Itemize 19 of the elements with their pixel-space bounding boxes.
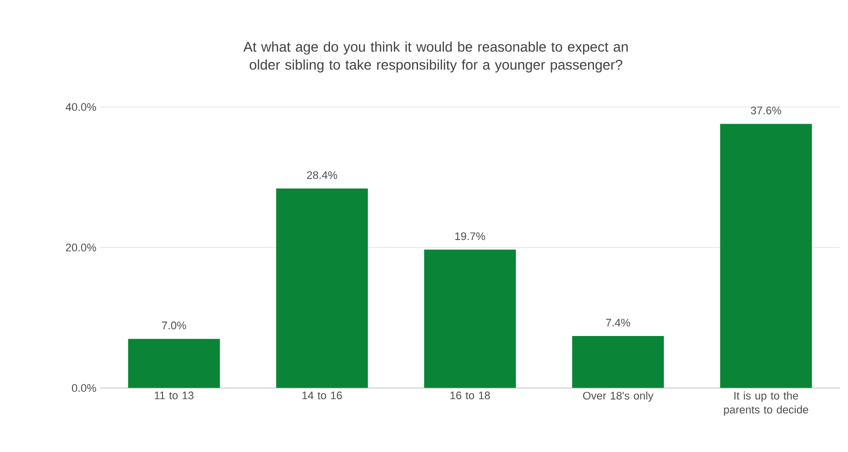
x-tick-label: It is up to the parents to decide bbox=[724, 392, 808, 416]
data-label: 7.0% bbox=[162, 322, 186, 330]
bar bbox=[424, 250, 516, 388]
bar bbox=[720, 124, 812, 388]
data-label: 28.4% bbox=[307, 171, 338, 179]
data-label: 37.6% bbox=[750, 106, 782, 114]
chart-title: At what age do you think it would be reasonable to expect an older sibling to take responsibility for a younger passenger? bbox=[243, 42, 628, 72]
x-tick-label: 16 to 18 bbox=[450, 392, 490, 400]
y-tick-label: 40.0% bbox=[66, 103, 96, 111]
bar bbox=[572, 336, 664, 388]
x-tick-label: 11 to 13 bbox=[154, 392, 194, 400]
x-tick-label: 14 to 16 bbox=[302, 392, 342, 400]
x-tick-label: Over 18's only bbox=[583, 392, 654, 402]
bar bbox=[128, 338, 220, 388]
y-tick-label: 0.0% bbox=[72, 384, 96, 392]
y-tick-label: 20.0% bbox=[66, 244, 96, 252]
bar bbox=[276, 188, 368, 388]
data-label: 7.4% bbox=[606, 318, 630, 326]
data-label: 19.7% bbox=[455, 232, 486, 240]
